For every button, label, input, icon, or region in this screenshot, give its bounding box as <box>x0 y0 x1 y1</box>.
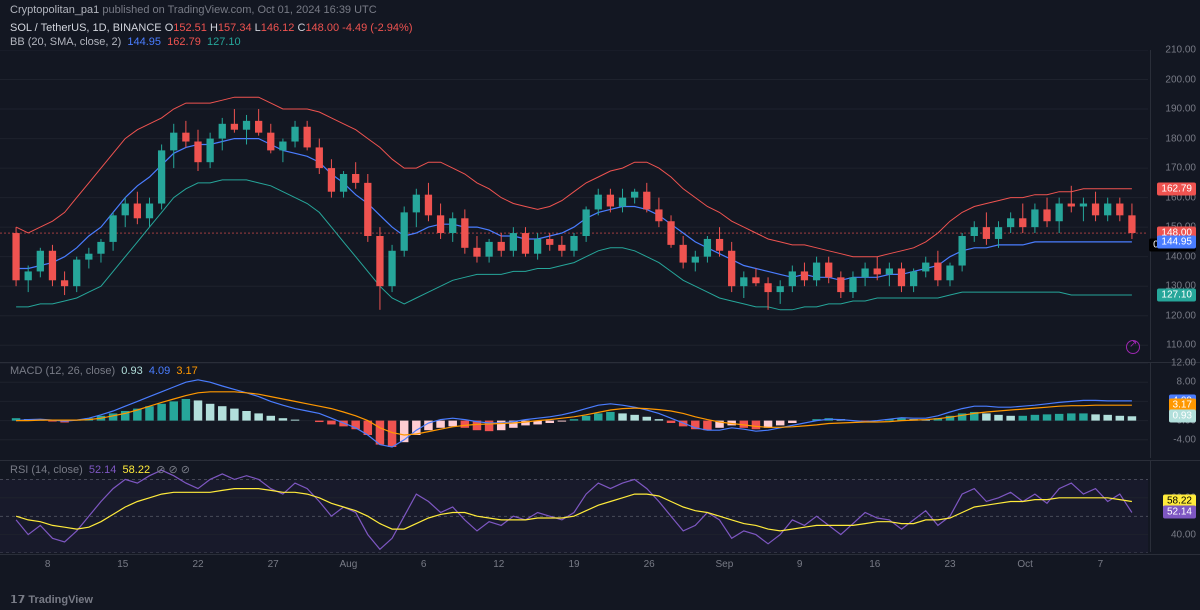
bb-legend: BB (20, SMA, close, 2) 144.95 162.79 127… <box>0 36 1200 50</box>
x-axis: 8152227Aug6121926Sep91623Oct7 <box>0 554 1200 584</box>
macd-svg <box>0 363 1148 459</box>
price-yaxis: 210.00200.00190.00180.00170.00160.00150.… <box>1150 50 1200 360</box>
rsi-legend: RSI (14, close) 52.14 58.22 ⊘ ⊘ ⊘ <box>10 463 190 476</box>
macd-legend: MACD (12, 26, close) 0.93 4.09 3.17 <box>10 365 198 377</box>
tradingview-logo: 𝟭𝟳 TradingView <box>10 593 93 606</box>
macd-panel[interactable]: MACD (12, 26, close) 0.93 4.09 3.17 12.0… <box>0 362 1200 458</box>
chart-container[interactable]: 210.00200.00190.00180.00170.00160.00150.… <box>0 50 1200 610</box>
target-icon[interactable] <box>1126 340 1140 354</box>
author: Cryptopolitan_pa1 <box>10 4 99 16</box>
rsi-yaxis: 60.0040.0058.2252.14 <box>1150 461 1200 552</box>
price-panel[interactable]: 210.00200.00190.00180.00170.00160.00150.… <box>0 50 1200 360</box>
rsi-panel[interactable]: RSI (14, close) 52.14 58.22 ⊘ ⊘ ⊘ 60.004… <box>0 460 1200 552</box>
publish-header: Cryptopolitan_pa1 published on TradingVi… <box>0 0 1200 20</box>
price-svg <box>0 50 1148 360</box>
ticker-legend: SOL / TetherUS, 1D, BINANCE O152.51 H157… <box>0 20 1200 36</box>
macd-yaxis: 12.008.004.000.00-4.004.093.170.93 <box>1150 363 1200 458</box>
